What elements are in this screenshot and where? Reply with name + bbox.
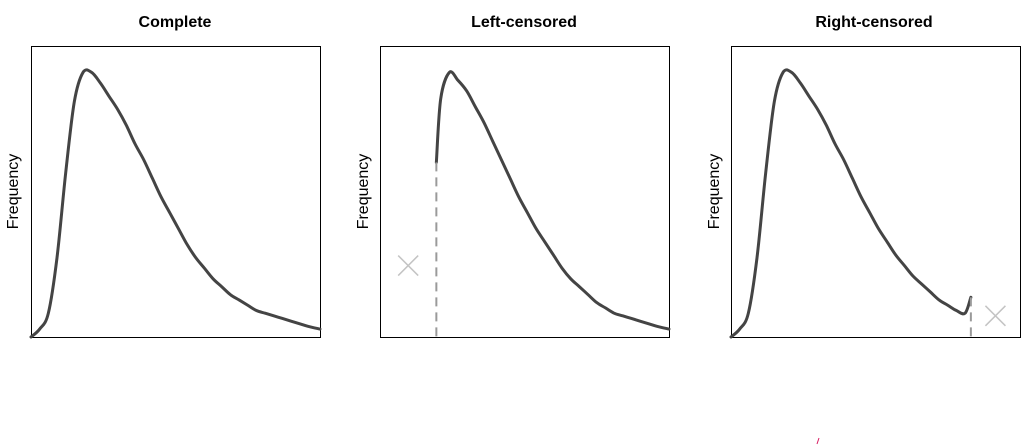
panel-title: Right-censored bbox=[815, 14, 932, 31]
y-axis-label: Frequency bbox=[5, 154, 22, 230]
corner-mark bbox=[816, 437, 820, 445]
panel-title: Left-censored bbox=[471, 14, 577, 31]
density-curve bbox=[729, 68, 973, 339]
y-axis-label: Frequency bbox=[355, 154, 372, 230]
panel-left-censored: Left-censored Frequency bbox=[355, 14, 671, 338]
censored-x-mark bbox=[984, 305, 1006, 327]
y-axis-label: Frequency bbox=[706, 154, 723, 230]
plot-frame bbox=[731, 46, 1021, 338]
censored-x-mark bbox=[397, 255, 419, 277]
density-curve bbox=[434, 70, 671, 331]
plot-frame bbox=[380, 46, 670, 338]
panel-title: Complete bbox=[139, 14, 212, 31]
panel-complete: Complete Frequency bbox=[5, 14, 322, 339]
plot-frame bbox=[31, 46, 321, 338]
panel-right-censored: Right-censored Frequency bbox=[706, 14, 1021, 339]
density-curve bbox=[29, 68, 322, 339]
